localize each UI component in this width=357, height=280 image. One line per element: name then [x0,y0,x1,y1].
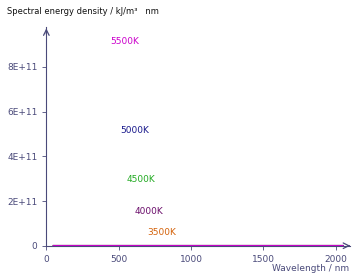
Text: 4000K: 4000K [135,207,163,216]
Text: 3500K: 3500K [147,228,176,237]
Text: 5500K: 5500K [110,37,139,46]
Text: Spectral energy density / kJ/m³   nm: Spectral energy density / kJ/m³ nm [7,7,159,16]
Text: 4500K: 4500K [127,175,155,184]
Text: 5000K: 5000K [120,126,149,135]
X-axis label: Wavelength / nm: Wavelength / nm [272,264,349,273]
